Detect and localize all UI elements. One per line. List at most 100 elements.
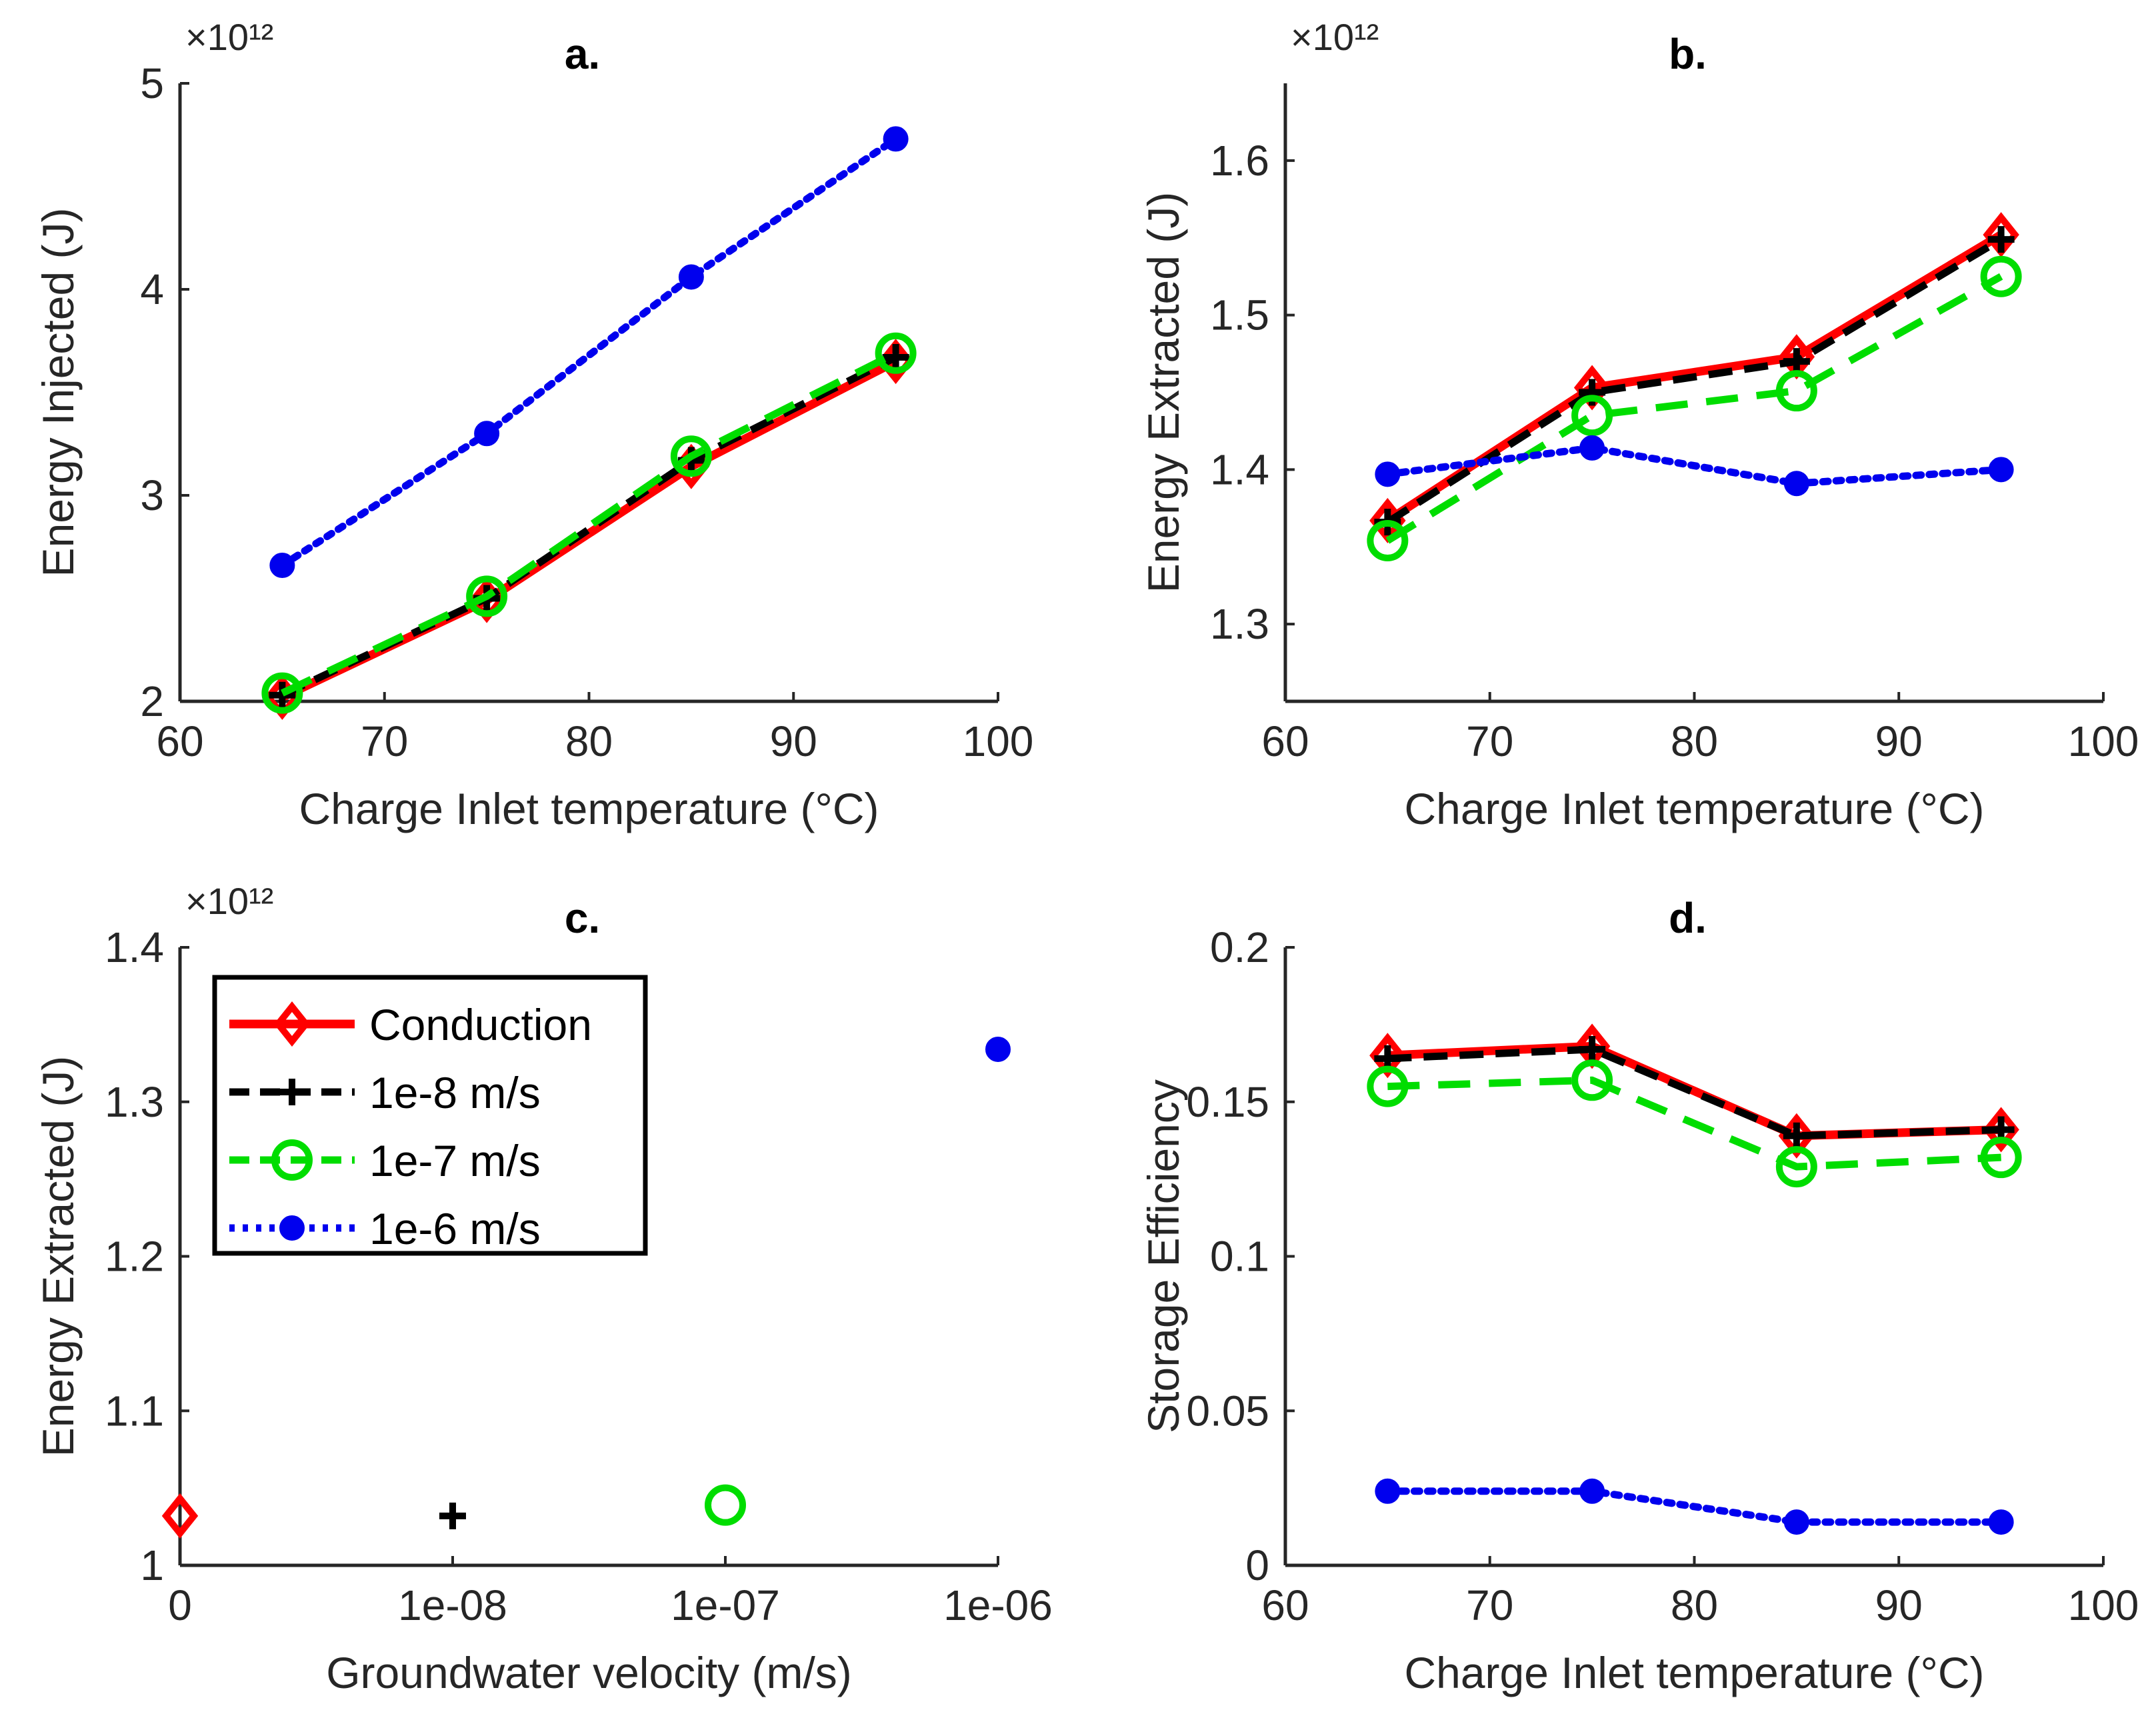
series-line	[278, 135, 900, 569]
panel-title: c.	[565, 894, 600, 942]
data-point	[670, 435, 712, 477]
panel-title: d.	[1669, 894, 1707, 942]
x-tick-label: 1e-08	[398, 1581, 507, 1629]
data-point	[474, 421, 500, 447]
y-exponent-label: ×10¹²	[185, 16, 273, 58]
y-tick-label: 1.1	[105, 1387, 164, 1435]
data-point	[1775, 1146, 1817, 1188]
data-point	[1367, 1065, 1409, 1107]
series-v1e7	[1367, 255, 2022, 561]
x-tick-label: 1e-06	[943, 1581, 1053, 1629]
data-point	[1369, 1033, 1406, 1079]
legend-marker	[279, 1215, 305, 1241]
data-point	[1375, 1478, 1401, 1504]
x-tick-label: 60	[1261, 1581, 1309, 1629]
legend-entry-v1e7: 1e-7 m/s	[229, 1136, 541, 1185]
data-point	[875, 332, 917, 374]
panel-c: 0 1e-08 1e-07 1e-06 1 1.1 1.2 1.3 1.4 Groundwater…	[33, 880, 1053, 1697]
data-point	[439, 1502, 466, 1529]
y-tick-label: 1.4	[105, 923, 164, 971]
series-line	[1385, 273, 2003, 544]
y-tick-label: 0.1	[1210, 1233, 1269, 1281]
y-exponent-label: ×10¹²	[185, 880, 273, 922]
y-axis-label: Storage Efficiency	[1139, 1079, 1188, 1433]
data-point	[883, 126, 909, 152]
y-exponent-label: ×10¹²	[1291, 16, 1379, 58]
x-tick-label: 60	[156, 717, 203, 765]
data-point	[1980, 255, 2022, 297]
y-tick-label: 1	[140, 1541, 164, 1589]
x-tick-label: 90	[1875, 717, 1923, 765]
data-point	[269, 553, 295, 579]
data-point	[1983, 1107, 2019, 1153]
x-tick-label: 0	[168, 1581, 192, 1629]
legend-entry-conduction: Conduction	[229, 1000, 592, 1049]
y-tick-label: 2	[140, 677, 164, 725]
legend-marker	[279, 1079, 305, 1105]
data-point	[1571, 1059, 1613, 1101]
panel-title: a.	[565, 30, 600, 78]
series-v1e7	[705, 1484, 746, 1526]
series-line	[1383, 1487, 2005, 1526]
series-v1e6	[1375, 1478, 2014, 1535]
data-point	[705, 1484, 746, 1526]
legend-entry-v1e8: 1e-8 m/s	[229, 1068, 541, 1117]
data-point	[882, 343, 909, 371]
x-axis-label: Charge Inlet temperature (°C)	[1404, 1648, 1984, 1697]
data-point	[1375, 461, 1401, 487]
legend-label: 1e-7 m/s	[369, 1136, 541, 1185]
y-tick-label: 3	[140, 471, 164, 519]
panel-b: 60 70 80 90 100 1.3 1.4 1.5 1.6 Charge Inlet temp…	[1139, 16, 2139, 833]
data-point	[1783, 1122, 1810, 1149]
legend-label: 1e-6 m/s	[369, 1204, 541, 1253]
y-tick-label: 1.3	[105, 1078, 164, 1126]
y-tick-label: 0.2	[1210, 923, 1269, 971]
data-point	[1988, 457, 2014, 483]
x-tick-label: 70	[1466, 1581, 1513, 1629]
data-point	[1783, 471, 1809, 497]
x-tick-label: 1e-07	[671, 1581, 780, 1629]
data-point	[1988, 1509, 2014, 1535]
series-v1e6	[1375, 435, 2014, 497]
series-v1e6	[269, 126, 909, 579]
legend-label: 1e-8 m/s	[369, 1068, 541, 1117]
data-point	[261, 672, 303, 714]
y-tick-label: 0.05	[1186, 1387, 1269, 1435]
legend-label: Conduction	[369, 1000, 592, 1049]
data-point	[1783, 1509, 1809, 1535]
legend-marker	[273, 1001, 311, 1047]
legend-marker	[271, 1139, 313, 1181]
y-tick-label: 1.5	[1210, 291, 1269, 339]
x-tick-label: 100	[2068, 717, 2139, 765]
x-tick-label: 80	[1671, 717, 1718, 765]
panel-d: 60 70 80 90 100 0 0.05 0.1 0.15 0.2 Charge Inlet t…	[1139, 894, 2139, 1697]
series-line	[281, 349, 898, 697]
y-tick-label: 4	[140, 265, 164, 313]
x-tick-label: 70	[1466, 717, 1513, 765]
series-line	[1387, 1076, 2001, 1171]
series-v1e7	[261, 332, 917, 714]
x-tick-label: 60	[1261, 717, 1309, 765]
data-point	[985, 1036, 1011, 1062]
data-point	[1775, 370, 1817, 412]
x-axis-label: Charge Inlet temperature (°C)	[1404, 784, 1984, 833]
data-point	[466, 575, 508, 617]
panel-a: 60 70 80 90 100 2 3 4 5 Charge Inlet temperature …	[33, 16, 1033, 833]
x-axis-label: Groundwater velocity (m/s)	[326, 1648, 852, 1697]
series-line	[1385, 236, 2003, 525]
series-v1e7	[1367, 1059, 2022, 1188]
y-tick-label: 1.2	[105, 1233, 164, 1281]
x-tick-label: 80	[1671, 1581, 1718, 1629]
data-point	[1579, 1035, 1606, 1063]
y-axis-label: Energy Extracted (J)	[33, 1056, 83, 1457]
x-tick-label: 80	[565, 717, 613, 765]
series-line	[1387, 1041, 2001, 1141]
data-point	[1579, 435, 1605, 461]
data-point	[1987, 226, 2015, 253]
y-tick-label: 0	[1245, 1541, 1269, 1589]
y-tick-label: 1.4	[1210, 445, 1269, 493]
y-tick-label: 1.6	[1210, 137, 1269, 185]
y-axis-label: Energy Extracted (J)	[1139, 192, 1188, 593]
series-v1e8	[439, 1502, 466, 1529]
legend-entry-v1e6: 1e-6 m/s	[229, 1204, 541, 1253]
